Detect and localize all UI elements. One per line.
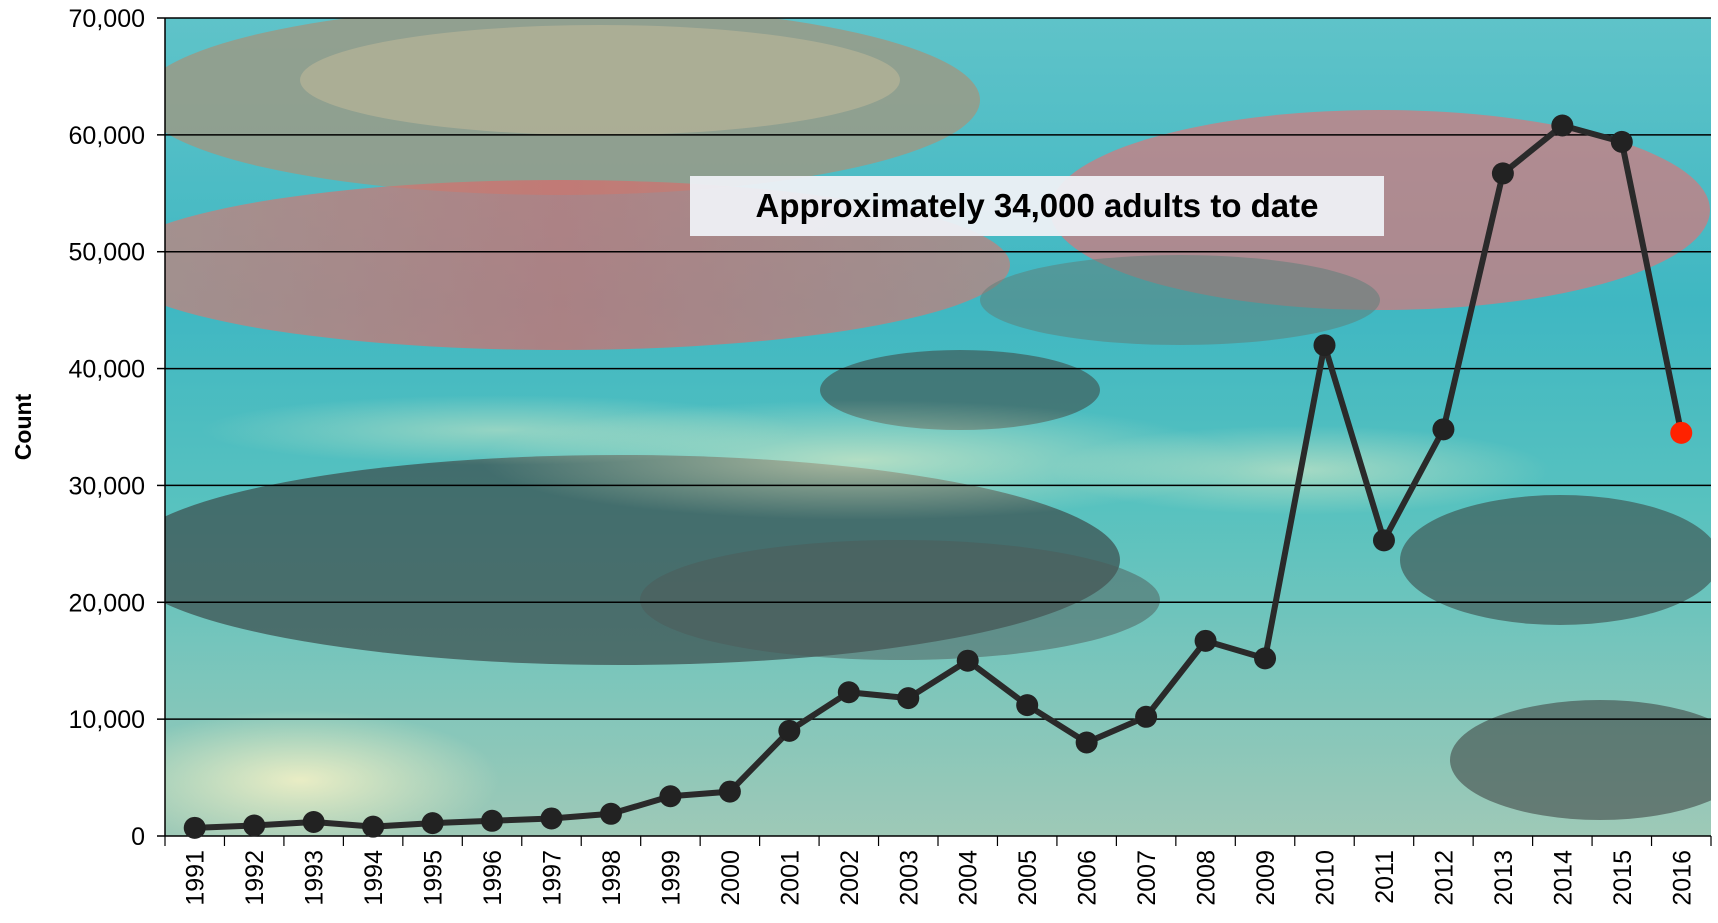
x-tick-label: 2015 [1609, 850, 1637, 906]
data-point [1372, 529, 1395, 552]
data-point [1551, 114, 1574, 137]
data-point [1135, 705, 1158, 728]
x-tick-label: 2011 [1371, 850, 1399, 904]
axes [164, 18, 1712, 846]
gridlines [157, 17, 1711, 837]
y-axis-title: Count [10, 393, 36, 460]
data-point [1254, 647, 1277, 670]
data-point [362, 815, 385, 838]
y-tick-label: 40,000 [69, 356, 145, 384]
data-point [183, 816, 206, 839]
salmon-photo-background [165, 18, 1711, 836]
data-point [481, 809, 504, 832]
data-point [599, 802, 622, 825]
x-tick-label: 1999 [657, 850, 685, 906]
annotation-box: Approximately 34,000 adults to date [690, 176, 1384, 236]
y-tick-label: 70,000 [69, 5, 145, 33]
x-tick-label: 1994 [360, 850, 388, 906]
x-tick-label: 2010 [1312, 850, 1340, 906]
highlight-point [1670, 421, 1693, 444]
x-tick-label: 2001 [776, 850, 804, 906]
x-tick-label: 2000 [717, 850, 745, 906]
x-tick-label: 1996 [479, 850, 507, 906]
x-tick-label: 2002 [836, 850, 864, 906]
x-tick-label: 1998 [598, 850, 626, 906]
annotation-text: Approximately 34,000 adults to date [755, 187, 1318, 224]
data-point [897, 687, 920, 710]
x-tick-label: 2014 [1549, 850, 1577, 906]
data-point [421, 812, 444, 835]
count-series [183, 114, 1693, 839]
data-point [718, 780, 741, 803]
data-point [1194, 629, 1217, 652]
data-point [1313, 334, 1336, 357]
data-point [243, 814, 266, 837]
x-tick-label: 2004 [955, 850, 983, 906]
data-point [1491, 162, 1514, 185]
data-point [540, 807, 563, 830]
data-point [778, 719, 801, 742]
x-tick-label: 2016 [1668, 850, 1696, 906]
x-tick-label: 2007 [1133, 850, 1161, 906]
x-tick-label: 2003 [895, 850, 923, 906]
x-tick-label: 1992 [241, 850, 269, 906]
x-tick-label: 2008 [1193, 850, 1221, 906]
x-tick-label: 2012 [1430, 850, 1458, 906]
y-tick-label: 50,000 [69, 239, 145, 267]
data-point [1432, 418, 1455, 441]
x-tick-label: 2005 [1014, 850, 1042, 906]
y-tick-label: 0 [131, 823, 145, 851]
x-tick-label: 1997 [539, 850, 567, 906]
data-point [956, 649, 979, 672]
data-point [837, 681, 860, 704]
x-tick-label: 1995 [420, 850, 448, 906]
data-point [1610, 130, 1633, 153]
data-point [1016, 694, 1039, 717]
x-tick-label: 1993 [301, 850, 329, 906]
y-tick-label: 20,000 [69, 589, 145, 617]
data-point [1075, 731, 1098, 754]
y-tick-label: 60,000 [69, 122, 145, 150]
x-axis-tick-labels: 1991 1992 1993 1994 1995 1996 1997 1998 1999 2000… [182, 850, 1697, 906]
x-tick-label: 1991 [182, 850, 210, 906]
x-tick-label: 2009 [1252, 850, 1280, 906]
data-point [302, 810, 325, 833]
y-axis-tick-labels: 0 10,000 20,000 30,000 40,000 50,000 60,000 70,… [69, 5, 145, 851]
x-tick-label: 2013 [1490, 850, 1518, 906]
x-tick-label: 2006 [1074, 850, 1102, 906]
y-tick-label: 10,000 [69, 706, 145, 734]
data-point [659, 785, 682, 808]
y-tick-label: 30,000 [69, 472, 145, 500]
